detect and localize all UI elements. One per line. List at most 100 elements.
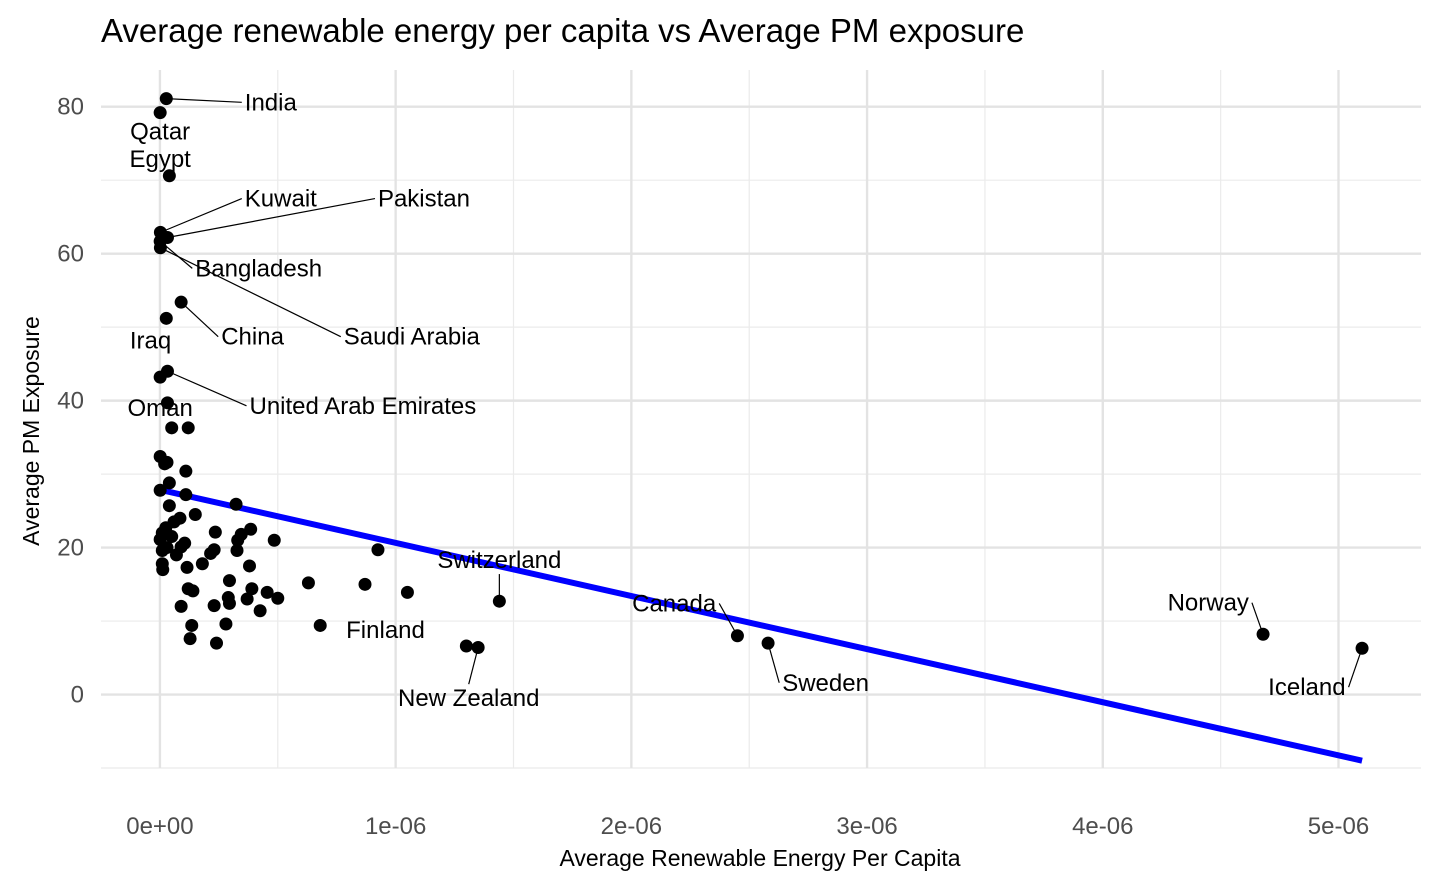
point-label: China — [221, 324, 284, 351]
data-point — [207, 599, 221, 613]
data-point — [260, 585, 274, 599]
data-point — [179, 488, 193, 502]
chart-title: Average renewable energy per capita vs A… — [101, 12, 1025, 49]
data-point — [210, 636, 223, 650]
x-tick-label: 4e-06 — [1072, 813, 1133, 840]
point-label: Oman — [127, 395, 192, 422]
data-point — [179, 464, 193, 478]
point-label: Norway — [1168, 590, 1249, 617]
point-label: Saudi Arabia — [344, 324, 481, 351]
data-point — [313, 618, 327, 632]
data-point — [253, 604, 267, 618]
data-point — [156, 563, 170, 577]
label-leader-line — [167, 370, 247, 407]
point-label: Canada — [632, 590, 717, 617]
y-tick-label: 60 — [57, 241, 84, 268]
data-point — [153, 106, 167, 120]
data-point — [162, 499, 176, 513]
label-leader-line — [1348, 648, 1363, 688]
data-point — [230, 544, 244, 558]
data-point — [243, 559, 256, 573]
x-axis-ticks: 0e+00 1e-06 2e-06 3e-06 4e-06 5e-06 — [126, 813, 1369, 840]
data-point — [195, 557, 209, 571]
data-point — [165, 530, 179, 544]
label-leader-line — [166, 98, 242, 103]
trend-line-group — [161, 487, 1363, 764]
data-point — [358, 577, 372, 591]
data-point — [181, 421, 195, 435]
data-point — [267, 533, 281, 547]
point-label: Iraq — [130, 327, 171, 354]
data-point — [153, 483, 167, 497]
data-point — [159, 311, 173, 325]
point-label: United Arab Emirates — [250, 393, 477, 420]
point-label: Pakistan — [378, 186, 470, 213]
point-label: Kuwait — [245, 186, 317, 213]
data-point — [1256, 627, 1270, 641]
data-point — [162, 476, 176, 490]
x-tick-label: 1e-06 — [365, 813, 426, 840]
data-point — [1355, 641, 1369, 655]
data-point — [160, 455, 174, 469]
point-label: Egypt — [129, 146, 191, 173]
label-leader-line — [180, 301, 219, 338]
data-point — [162, 169, 176, 183]
trend-line — [161, 487, 1363, 764]
point-label: New Zealand — [398, 685, 539, 712]
label-leader-line — [160, 247, 342, 338]
data-points — [153, 92, 1369, 655]
y-tick-label: 0 — [71, 682, 84, 709]
x-tick-label: 0e+00 — [126, 813, 193, 840]
label-leader-line — [767, 642, 780, 683]
data-point — [160, 396, 174, 410]
y-tick-label: 40 — [57, 388, 84, 415]
point-label: India — [245, 89, 298, 116]
label-leader-line — [160, 198, 243, 233]
data-point — [208, 525, 222, 539]
data-point — [183, 632, 197, 646]
data-point — [160, 364, 174, 378]
data-point — [245, 582, 259, 596]
x-tick-label: 5e-06 — [1308, 813, 1369, 840]
data-point — [169, 548, 183, 562]
data-point — [730, 629, 744, 643]
x-tick-label: 2e-06 — [601, 813, 662, 840]
data-point — [231, 533, 245, 547]
x-tick-label: 3e-06 — [836, 813, 897, 840]
y-axis-ticks: 0 20 40 60 80 — [57, 94, 84, 709]
data-point — [240, 592, 254, 606]
label-leader-line — [167, 197, 376, 239]
y-tick-label: 20 — [57, 535, 84, 562]
data-point — [400, 585, 414, 599]
data-point — [219, 617, 233, 631]
data-point — [761, 636, 775, 650]
point-label: Sweden — [782, 670, 869, 697]
data-point — [159, 92, 173, 106]
data-point — [229, 497, 243, 511]
y-axis-title: Average PM Exposure — [18, 316, 44, 546]
point-label: Switzerland — [437, 547, 561, 574]
point-label: Finland — [346, 617, 425, 644]
data-point — [180, 560, 194, 574]
data-point — [186, 584, 200, 598]
point-label: Iceland — [1268, 674, 1345, 701]
data-point — [301, 576, 315, 590]
data-point — [174, 295, 188, 309]
data-point — [492, 594, 506, 608]
data-point — [271, 591, 285, 605]
data-point — [471, 641, 485, 655]
label-leaders — [159, 98, 1363, 688]
major-gridlines — [101, 70, 1421, 768]
data-point — [371, 543, 385, 557]
data-point — [155, 544, 169, 558]
data-point — [222, 574, 236, 588]
data-point — [204, 546, 218, 560]
point-label: Qatar — [130, 119, 190, 146]
data-point — [222, 596, 236, 610]
data-point — [459, 639, 473, 653]
data-point — [174, 599, 188, 613]
x-axis-title: Average Renewable Energy Per Capita — [559, 845, 960, 871]
data-point — [188, 508, 202, 522]
